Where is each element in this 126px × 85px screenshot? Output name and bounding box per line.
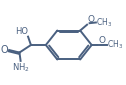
Text: CH$_3$: CH$_3$ [107,38,123,51]
Text: O: O [87,15,94,24]
Text: O: O [1,45,9,55]
Text: CH$_3$: CH$_3$ [96,16,112,29]
Text: HO: HO [15,27,28,36]
Text: NH$_2$: NH$_2$ [12,62,30,74]
Text: O: O [98,36,105,45]
